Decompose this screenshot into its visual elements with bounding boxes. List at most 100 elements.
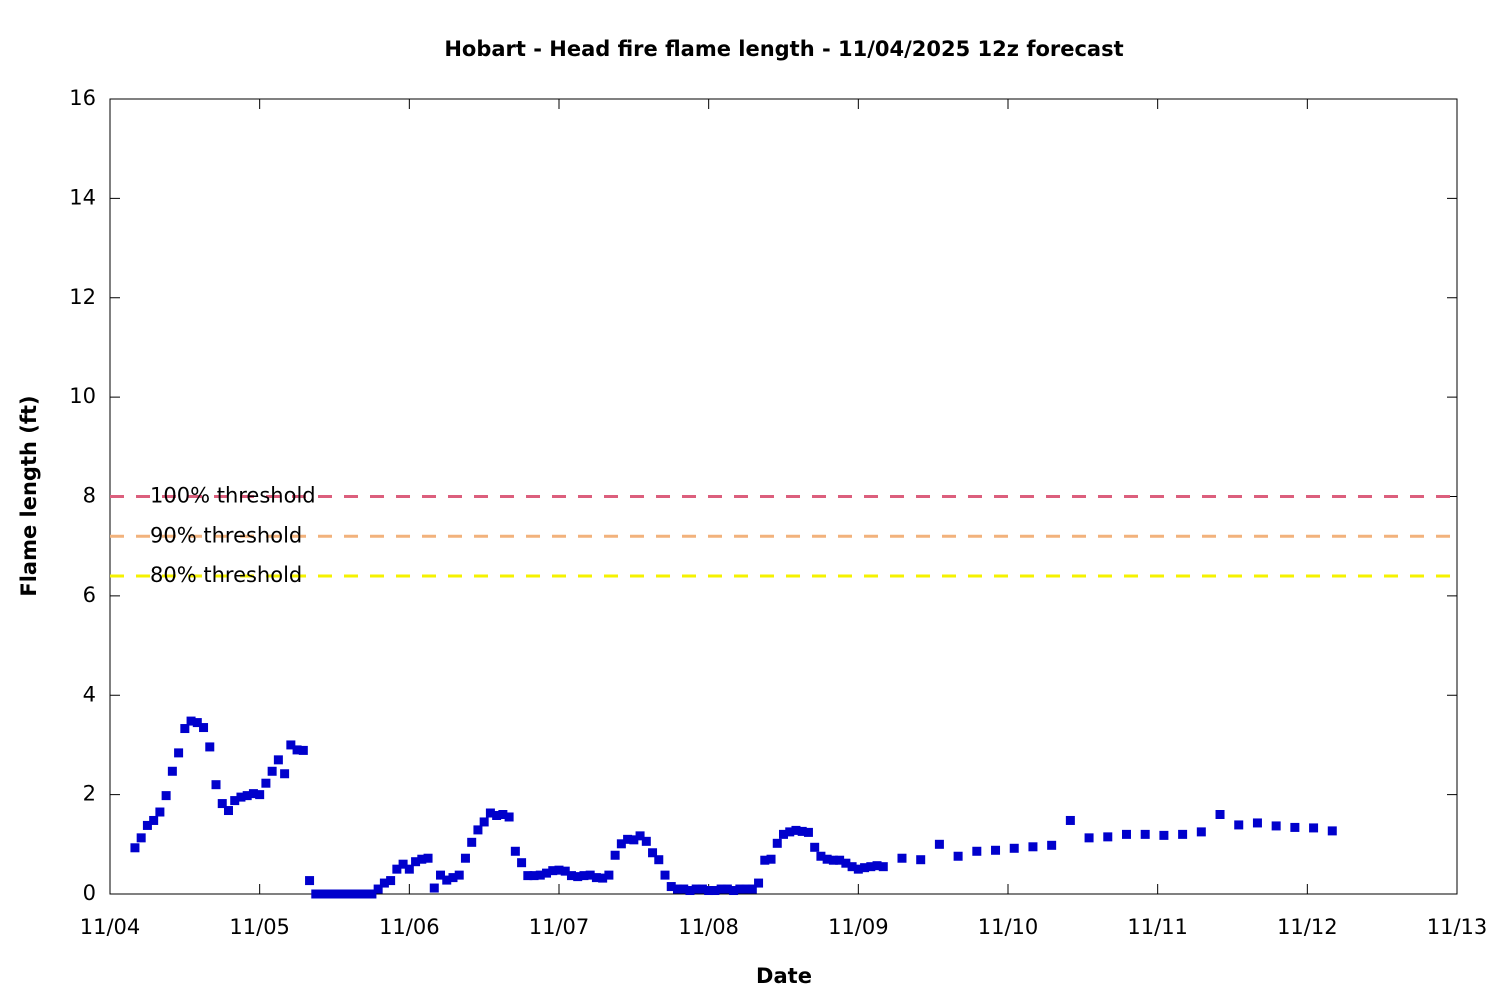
data-point [485,808,495,818]
data-point [1290,822,1300,832]
data-point [1140,829,1150,839]
data-point [722,884,732,894]
x-tick-label: 11/04 [80,915,141,939]
data-point [916,855,926,865]
data-point [573,872,583,882]
data-point [641,836,651,846]
data-point [379,878,389,888]
data-point [672,884,682,894]
data-point [666,882,676,892]
data-point [1159,830,1169,840]
data-point [248,789,258,799]
data-point [286,740,296,750]
data-point [1252,818,1262,828]
data-point [280,769,290,779]
data-point [616,839,626,849]
data-point [392,864,402,874]
data-point [504,812,514,822]
data-point [1028,842,1038,852]
data-point [579,871,589,881]
data-point [1084,833,1094,843]
data-point [1065,815,1075,825]
threshold-label: 90% threshold [150,523,302,547]
data-point [454,870,464,880]
data-point [267,766,277,776]
x-tick-label: 11/11 [1127,915,1188,939]
data-point [697,884,707,894]
data-point [866,862,876,872]
data-point [623,834,633,844]
data-point [585,870,595,880]
data-point [1047,840,1057,850]
data-point [367,889,377,899]
data-point [548,866,558,876]
data-point [635,831,645,841]
y-tick-label: 0 [83,881,96,905]
data-point [878,862,888,872]
data-point [1327,826,1337,836]
y-tick-label: 16 [69,86,96,110]
data-point [816,851,826,861]
data-point [436,870,446,880]
data-point [217,799,227,809]
data-point [785,827,795,837]
data-point [130,843,140,853]
data-point [223,806,233,816]
data-point [386,876,396,886]
data-point [710,886,720,896]
data-point [1271,821,1281,831]
data-point [772,838,782,848]
data-point [317,889,327,899]
data-point [523,871,533,881]
data-point [591,873,601,883]
data-point [473,825,483,835]
data-point [566,871,576,881]
data-point [230,796,240,806]
data-point [542,868,552,878]
x-tick-label: 11/13 [1427,915,1488,939]
data-point [1009,843,1019,853]
data-point [704,886,714,896]
data-point [685,886,695,896]
x-tick-label: 11/09 [828,915,889,939]
data-point [174,748,184,758]
y-tick-label: 14 [69,185,96,209]
data-point [1103,832,1113,842]
data-point [1215,810,1225,819]
x-tick-label: 11/12 [1277,915,1338,939]
data-point [972,846,982,856]
data-point [803,827,813,837]
data-point [205,742,215,752]
data-point [828,855,838,865]
data-point [348,889,358,899]
data-point [186,716,196,726]
data-point [492,810,502,820]
data-point [460,853,470,863]
data-point [136,833,146,843]
data-point [517,858,527,868]
data-point [529,871,539,881]
data-point [660,870,670,880]
data-point [467,837,477,847]
data-point [330,889,339,899]
data-point [691,884,701,894]
data-point [822,854,832,864]
data-point [255,790,265,800]
data-point [361,889,371,899]
data-point [1309,823,1319,833]
data-point [442,875,452,885]
data-point [629,835,639,845]
data-point [242,791,252,801]
x-tick-label: 11/06 [379,915,440,939]
data-point [853,864,863,874]
data-point [872,861,882,871]
data-point [766,854,776,864]
data-point [1196,827,1206,837]
data-point [797,826,807,836]
data-point [236,792,246,802]
data-point [305,876,315,886]
data-point [729,886,739,896]
data-point [791,825,801,835]
data-point [273,755,283,765]
